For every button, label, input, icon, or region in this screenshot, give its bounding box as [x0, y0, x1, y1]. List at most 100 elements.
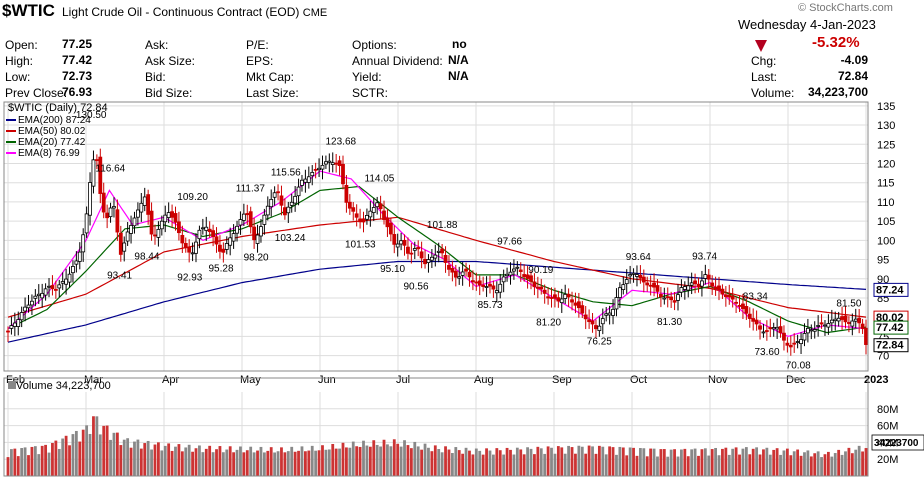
volume-bar — [464, 447, 468, 476]
candle-body — [829, 319, 834, 324]
price-annotation: 76.25 — [587, 337, 612, 348]
volume-bar — [345, 447, 348, 476]
candle-body — [529, 275, 533, 282]
candle-body — [57, 284, 62, 289]
volume-bar — [139, 448, 143, 476]
volume-bar — [594, 453, 598, 476]
volume-bar — [341, 442, 345, 476]
price-annotation: 90.19 — [528, 265, 553, 276]
stat-value-chg: -4.09 — [840, 53, 868, 67]
volume-bar — [269, 447, 273, 476]
price-annotation: 95.28 — [209, 263, 234, 274]
month-label: May — [240, 374, 261, 386]
volume-bar — [539, 448, 543, 476]
volume-bar — [126, 438, 130, 476]
candle-body — [764, 330, 769, 332]
candle-body — [532, 281, 537, 288]
candle-body — [187, 246, 192, 253]
price-annotation: 81.30 — [657, 317, 682, 328]
candle-body — [310, 172, 315, 177]
candle-body — [146, 194, 151, 215]
volume-bar — [74, 430, 78, 476]
volume-bar — [170, 450, 174, 476]
volume-bar — [444, 446, 447, 476]
candle-body — [809, 329, 814, 332]
candle-body — [477, 280, 482, 286]
candle-body — [354, 213, 359, 218]
candle-body — [594, 325, 598, 330]
candle-body — [248, 211, 253, 228]
volume-tick-label: 20M — [877, 454, 898, 466]
price-panel-frame — [3, 101, 869, 372]
stat-label-yield: Yield: — [352, 70, 382, 84]
candle-body — [539, 286, 544, 290]
candle-body — [843, 315, 848, 323]
stat-label-mkt-cap: Mkt Cap: — [246, 70, 295, 84]
candle-body — [522, 274, 527, 278]
candle-body — [792, 342, 797, 345]
candle-body — [570, 299, 574, 303]
candle-body — [556, 297, 561, 302]
candle-body — [515, 266, 520, 269]
volume-bar — [327, 449, 331, 476]
volume-bar — [837, 449, 841, 476]
volume-bar — [591, 446, 594, 476]
candle-body — [406, 246, 410, 254]
volume-bar — [850, 453, 854, 476]
volume-bar — [799, 455, 803, 476]
candle-body — [334, 162, 339, 165]
candle-body — [679, 287, 684, 293]
volume-bar — [95, 416, 99, 476]
price-annotation: 130.50 — [76, 110, 107, 121]
candle-body — [371, 207, 376, 214]
volume-bar — [515, 447, 519, 476]
candle-body — [727, 294, 732, 298]
volume-bar — [122, 439, 126, 476]
volume-bar — [638, 448, 642, 476]
volume-bar — [174, 446, 177, 476]
candle-body — [481, 284, 486, 287]
price-tick-label: 110 — [877, 197, 895, 209]
volume-bar — [840, 454, 844, 476]
candle-body — [689, 282, 694, 286]
candle-body — [758, 325, 762, 330]
volume-bar — [286, 451, 290, 476]
volume-bar — [680, 449, 683, 476]
volume-bar — [310, 445, 314, 476]
volume-bar — [697, 455, 700, 476]
candle-body — [67, 273, 72, 283]
watermark: © StockCharts.com — [798, 2, 893, 14]
candle-body — [395, 243, 400, 248]
volume-bar — [751, 448, 755, 476]
volume-bar — [584, 453, 588, 476]
volume-bar — [519, 449, 523, 476]
volume-bar — [478, 450, 482, 476]
volume-tick-label: 80M — [877, 404, 898, 416]
candle-body — [597, 325, 602, 331]
volume-bar — [536, 446, 540, 476]
volume-bar — [440, 452, 444, 476]
volume-bar — [13, 448, 17, 476]
price-tick-label: 70 — [877, 351, 889, 363]
volume-bar — [399, 446, 403, 476]
candle-body — [788, 344, 793, 348]
candle-body — [761, 331, 766, 334]
candle-body — [224, 243, 229, 250]
volume-bar — [710, 449, 714, 476]
stat-label-annual-dividend: Annual Dividend: — [352, 54, 443, 68]
month-label: Jun — [318, 374, 336, 386]
volume-bar — [738, 454, 741, 476]
pct-change: -5.32% — [812, 34, 860, 51]
price-annotation: 92.93 — [177, 273, 202, 284]
volume-bar — [533, 454, 536, 476]
candle-body — [327, 160, 332, 163]
volume-bar — [625, 455, 629, 476]
volume-bar — [321, 445, 324, 476]
candle-body — [190, 252, 195, 255]
candle-body — [132, 217, 137, 227]
candle-body — [105, 212, 110, 219]
price-annotation: 97.66 — [497, 236, 522, 247]
volume-bar — [416, 446, 420, 476]
candle-body — [553, 294, 557, 299]
candle-body — [621, 284, 626, 290]
